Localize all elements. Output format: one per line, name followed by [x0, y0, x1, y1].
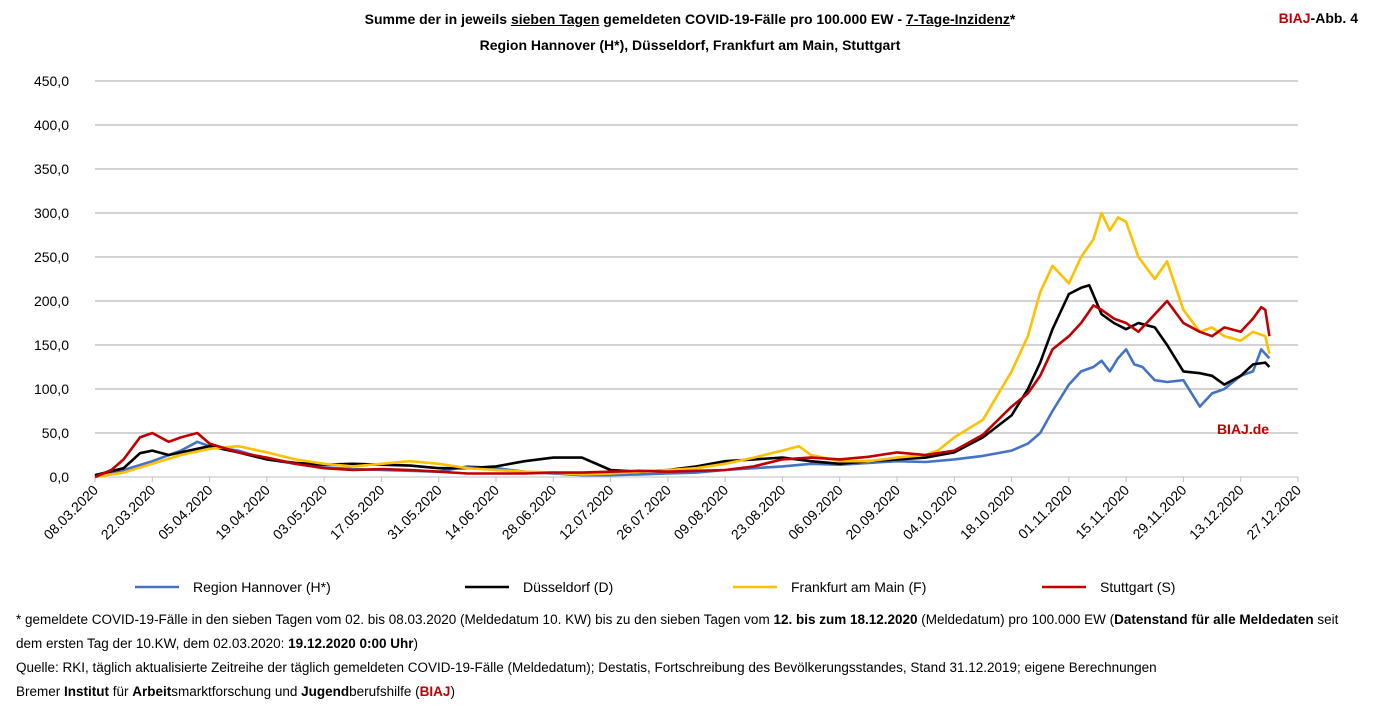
x-tick-label: 22.03.2020 [98, 482, 159, 543]
y-tick-label: 50,0 [42, 425, 69, 441]
title-text-part: gemeldeten COVID-19-Fälle pro 100.000 EW… [599, 11, 906, 27]
y-axis-tick-labels: 0,0 50,0 100,0 150,0 200,0 250,0 300,0 350,0 400… [34, 73, 69, 485]
credit-text: Bremer [16, 684, 65, 699]
x-tick-label: 26.07.2020 [613, 482, 674, 543]
footnote-definition: * gemeldete COVID-19-Fälle in den sieben… [16, 608, 1366, 656]
legend-label: Frankfurt am Main (F) [791, 579, 926, 595]
title-underlined-incidence: 7-Tage-Inzidenz [905, 11, 1010, 27]
credit-text: für [109, 684, 133, 699]
y-tick-label: 250,0 [34, 249, 69, 265]
footnote-text: seit dem ersten Tag der 10.KW, dem 02.03… [16, 612, 1339, 651]
credit-text: smarktforschung und [171, 684, 302, 699]
footnote-text: ) [413, 636, 419, 651]
x-tick-label: 13.12.2020 [1186, 482, 1247, 543]
figure-label: BIAJ-Abb. 4 [1279, 10, 1358, 26]
footnote-text-bold: 12. bis zum 18.12.2020 [773, 612, 918, 627]
legend-label: Region Hannover (H*) [193, 579, 331, 595]
watermark-label: BIAJ.de [1217, 421, 1269, 437]
legend: Region Hannover (H*) Düsseldorf (D) Frankf… [135, 579, 1175, 595]
x-tick-label: 18.10.2020 [957, 482, 1018, 543]
series-line [94, 283, 1271, 477]
line-chart: 0,0 50,0 100,0 150,0 200,0 250,0 300,0 350,0 400… [34, 73, 1304, 595]
series-line [94, 211, 1271, 479]
credit-text: ) [450, 684, 455, 699]
series-line [94, 348, 1271, 478]
y-tick-label: 0,0 [50, 469, 70, 485]
series-line [94, 299, 1271, 479]
x-tick-label: 19.04.2020 [212, 482, 273, 543]
y-tick-label: 450,0 [34, 73, 69, 89]
x-tick-label: 15.11.2020 [1072, 482, 1132, 542]
x-tick-label: 29.11.2020 [1129, 482, 1189, 542]
y-tick-label: 350,0 [34, 161, 69, 177]
y-tick-label: 100,0 [34, 381, 69, 397]
chart-title: Summe der in jeweils sieben Tagen gemeld… [140, 10, 1240, 28]
x-tick-label: 27.12.2020 [1243, 482, 1304, 543]
credit-brand: BIAJ [419, 684, 451, 699]
x-tick-label: 14.06.2020 [441, 482, 502, 543]
x-tick-label: 20.09.2020 [842, 482, 903, 543]
footnote-source: Quelle: RKI, täglich aktualisierte Zeitr… [16, 660, 1157, 675]
title-text-part: Summe der in jeweils [364, 11, 511, 27]
x-tick-label: 12.07.2020 [556, 482, 617, 543]
footnote-text: * gemeldete COVID-19-Fälle in den sieben… [16, 612, 774, 627]
series-lines [94, 211, 1271, 479]
legend-label: Düsseldorf (D) [523, 579, 613, 595]
x-tick-label: 17.05.2020 [327, 482, 388, 543]
x-tick-label: 03.05.2020 [269, 482, 330, 543]
x-tick-label: 31.05.2020 [384, 482, 445, 543]
legend-label: Stuttgart (S) [1100, 579, 1175, 595]
y-tick-label: 300,0 [34, 205, 69, 221]
footnote-text-bold: 19.12.2020 0:00 Uhr [288, 636, 414, 651]
x-tick-label: 04.10.2020 [900, 482, 961, 543]
x-tick-label: 28.06.2020 [499, 482, 560, 543]
y-tick-label: 400,0 [34, 117, 69, 133]
x-axis-tick-labels: 08.03.202022.03.202005.04.202019.04.2020… [40, 482, 1304, 543]
chart-subtitle: Region Hannover (H*), Düsseldorf, Frankf… [479, 37, 901, 53]
x-tick-label: 09.08.2020 [670, 482, 731, 543]
title-text-part: * [1009, 11, 1016, 27]
footnote-text-bold: Datenstand für alle Meldedaten [1114, 612, 1314, 627]
x-tick-label: 01.11.2020 [1015, 482, 1075, 542]
credit-text-bold: Institut [64, 684, 110, 699]
x-tick-label: 23.08.2020 [728, 482, 789, 543]
credit-text-bold: Arbeit [132, 684, 172, 699]
footnotes: * gemeldete COVID-19-Fälle in den sieben… [16, 608, 1366, 704]
footnote-text: (Meldedatum) pro 100.000 EW ( [917, 612, 1115, 627]
title-underlined-seven-days: sieben Tagen [510, 11, 600, 27]
grid-lines [94, 80, 1299, 482]
credit-text: berufshilfe ( [349, 684, 420, 699]
y-tick-label: 150,0 [34, 337, 69, 353]
figure-label-number: -Abb. 4 [1310, 10, 1358, 26]
y-tick-label: 200,0 [34, 293, 69, 309]
footnote-credit: Bremer Institut für Arbeitsmarktforschun… [16, 680, 1366, 704]
x-tick-label: 08.03.2020 [40, 482, 101, 543]
figure-label-brand: BIAJ [1278, 10, 1311, 26]
x-tick-label: 06.09.2020 [785, 482, 846, 543]
x-tick-label: 05.04.2020 [155, 482, 216, 543]
credit-text-bold: Jugend [301, 684, 350, 699]
